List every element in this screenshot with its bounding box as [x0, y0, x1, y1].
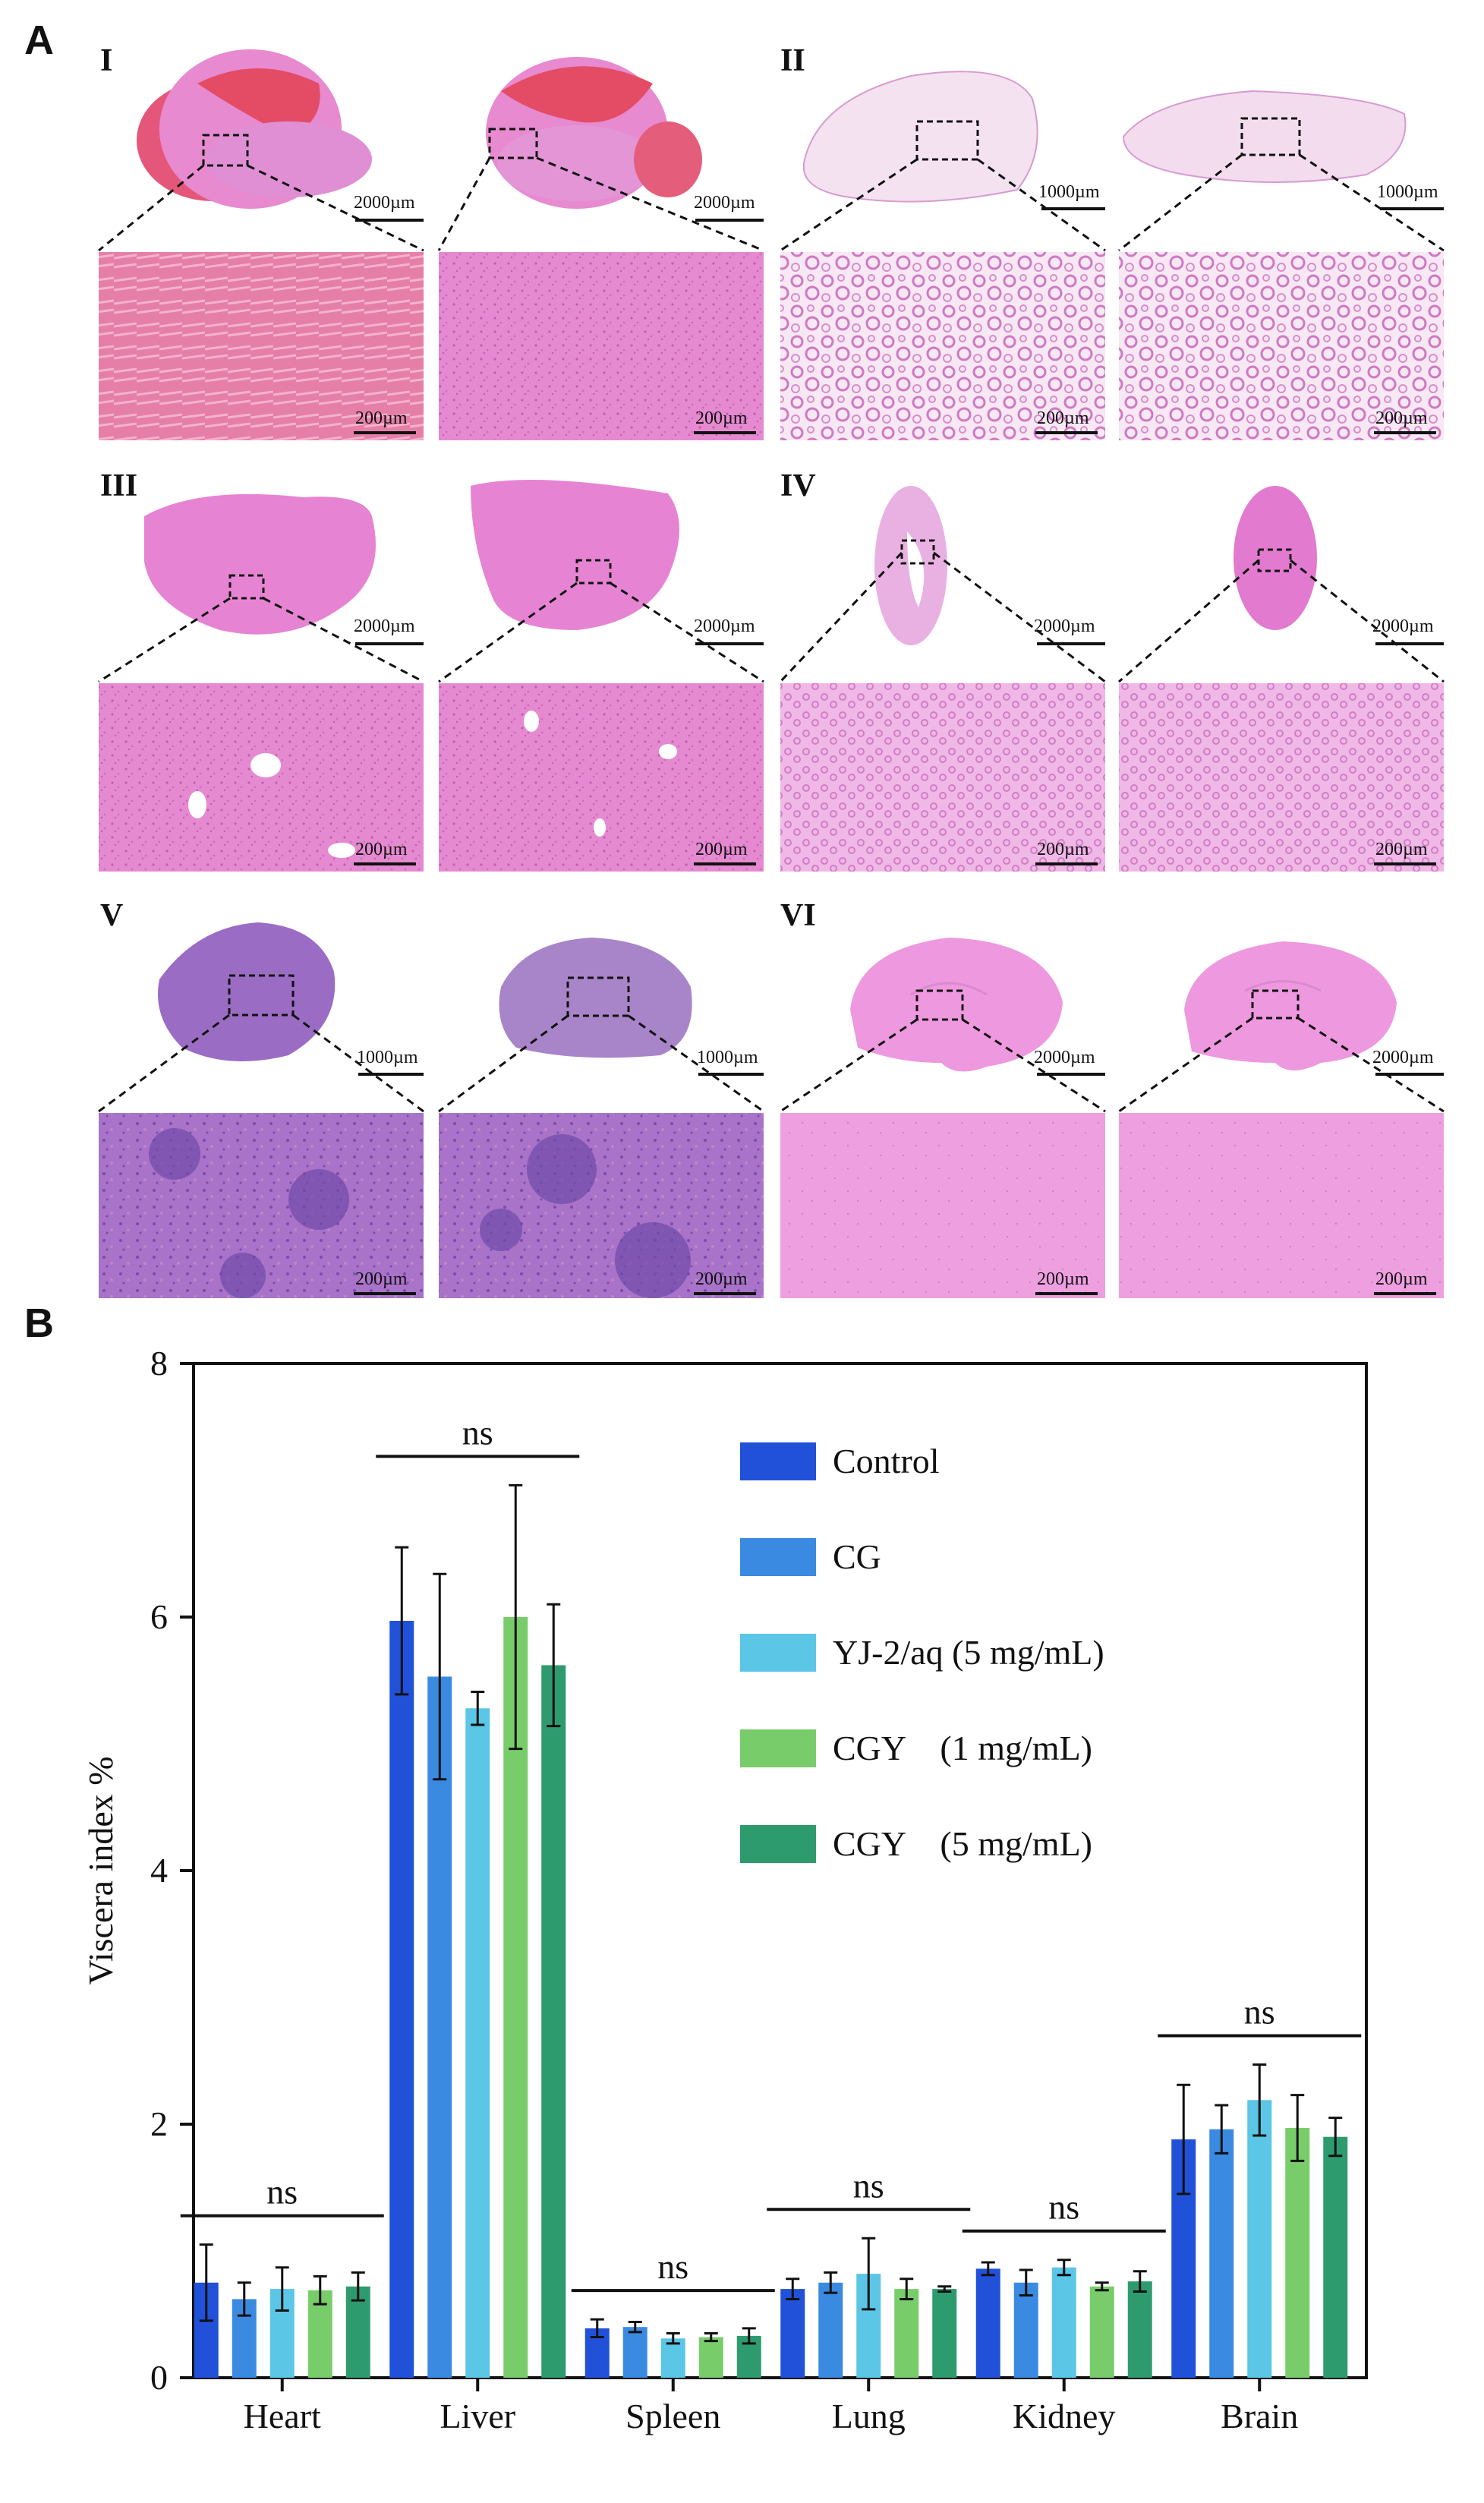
scale-label: 2000µm [694, 193, 755, 213]
organ-label-kidney: IV [780, 468, 816, 503]
significance-label: ns [462, 1413, 493, 1452]
bar-liver-1 [427, 1676, 452, 2378]
legend-swatch [740, 1538, 816, 1576]
viscera-index-chart: 0 2 4 6 8 Viscera index % Heart Liver Spleen Lung… [81, 1344, 1368, 2435]
zoom-scale-label: 200µm [1037, 408, 1089, 428]
zoom-scale-label: 200µm [695, 1269, 748, 1289]
bar-liver-2 [465, 1708, 490, 2378]
heart-section-2 [486, 57, 702, 209]
bar-brain-1 [1209, 2129, 1234, 2378]
y-tick-label: 4 [150, 1851, 168, 1890]
y-tick-label: 2 [150, 2104, 168, 2143]
bar-brain-2 [1247, 2100, 1272, 2378]
bar-heart-4 [345, 2286, 370, 2378]
scale-label: 2000µm [694, 616, 755, 636]
bar-brain-4 [1323, 2136, 1348, 2378]
legend-swatch [740, 1825, 816, 1863]
zoom-scale-label: 200µm [1375, 1269, 1428, 1289]
bar-spleen-3 [698, 2337, 723, 2378]
scale-label: 2000µm [354, 193, 415, 213]
organ-label-lung: II [780, 43, 805, 78]
y-tick-label: 0 [150, 2358, 168, 2397]
bar-kidney-2 [1051, 2267, 1076, 2378]
legend-swatch [740, 1729, 816, 1767]
bar-kidney-3 [1089, 2286, 1114, 2378]
zoom-scale-label: 200µm [1375, 840, 1428, 859]
scale-label: 2000µm [1372, 616, 1434, 636]
scale-label: 2000µm [354, 616, 415, 636]
zoom-scale-label: 200µm [355, 1269, 408, 1289]
bar-spleen-2 [660, 2338, 685, 2378]
y-axis-label: Viscera index % [81, 1756, 120, 1984]
zoom-scale-label: 200µm [1037, 1269, 1089, 1289]
x-tick-label: Lung [832, 2397, 906, 2435]
liver-section-2 [471, 480, 679, 630]
scale-label: 2000µm [1034, 1048, 1095, 1067]
x-tick-label: Liver [440, 2397, 515, 2435]
lung-section-1 [802, 71, 1038, 203]
legend-swatch [740, 1442, 816, 1480]
bar-kidney-0 [975, 2268, 1000, 2378]
heart-section-1 [137, 49, 372, 209]
legend-label: CGY (5 mg/mL) [833, 1824, 1092, 1863]
x-tick-label: Brain [1221, 2397, 1298, 2435]
scale-label: 2000µm [1372, 1048, 1434, 1067]
bar-lung-0 [780, 2289, 805, 2378]
scale-label: 1000µm [1377, 182, 1438, 202]
bar-spleen-1 [622, 2327, 647, 2378]
x-tick-label: Kidney [1013, 2397, 1115, 2435]
spleen-section-1 [158, 922, 336, 1061]
brain-section-1 [850, 938, 1063, 1072]
bar-lung-4 [932, 2289, 957, 2378]
significance-label: ns [266, 2173, 298, 2211]
organ-label-brain: VI [780, 898, 816, 933]
y-tick-label: 8 [150, 1344, 168, 1382]
panel-a-label: A [24, 17, 54, 63]
bar-lung-1 [818, 2282, 843, 2378]
bar-kidney-4 [1127, 2281, 1152, 2378]
legend-label: CG [833, 1537, 881, 1576]
bar-lung-3 [894, 2289, 919, 2378]
x-tick-label: Spleen [625, 2397, 720, 2435]
bar-kidney-1 [1013, 2282, 1038, 2378]
scale-label: 1000µm [697, 1048, 758, 1067]
organ-label-spleen: V [100, 898, 124, 933]
bar-brain-3 [1285, 2128, 1310, 2378]
significance-label: ns [1048, 2188, 1079, 2227]
lung-section-2 [1122, 90, 1407, 183]
panel-b-label: B [24, 1300, 54, 1346]
significance-label: ns [657, 2247, 688, 2286]
scale-label: 1000µm [1038, 182, 1100, 202]
bar-liver-0 [389, 1621, 414, 2378]
zoom-scale-label: 200µm [1375, 408, 1428, 428]
legend-label: Control [833, 1442, 940, 1480]
kidney-section-1 [874, 486, 947, 645]
histology-figure [98, 49, 1445, 1298]
zoom-scale-label: 200µm [695, 840, 748, 859]
zoom-scale-label: 200µm [355, 408, 408, 428]
zoom-scale-label: 200µm [695, 408, 748, 428]
y-tick-label: 6 [150, 1597, 168, 1636]
organ-label-heart: I [100, 43, 113, 78]
zoom-scale-label: 200µm [1037, 840, 1089, 859]
liver-section-1 [144, 493, 376, 635]
bar-liver-4 [541, 1665, 566, 2378]
scale-label: 2000µm [1034, 616, 1095, 636]
legend-label: CGY (1 mg/mL) [833, 1729, 1092, 1767]
zoom-scale-label: 200µm [355, 840, 408, 859]
brain-section-2 [1184, 941, 1397, 1070]
x-tick-label: Heart [244, 2397, 321, 2435]
scale-label: 1000µm [357, 1048, 418, 1067]
significance-label: ns [1244, 1993, 1275, 2032]
organ-label-liver: III [100, 468, 138, 503]
legend-swatch [740, 1634, 816, 1672]
legend-label: YJ-2/aq (5 mg/mL) [833, 1633, 1104, 1672]
kidney-section-2 [1234, 486, 1317, 630]
significance-label: ns [853, 2166, 884, 2205]
